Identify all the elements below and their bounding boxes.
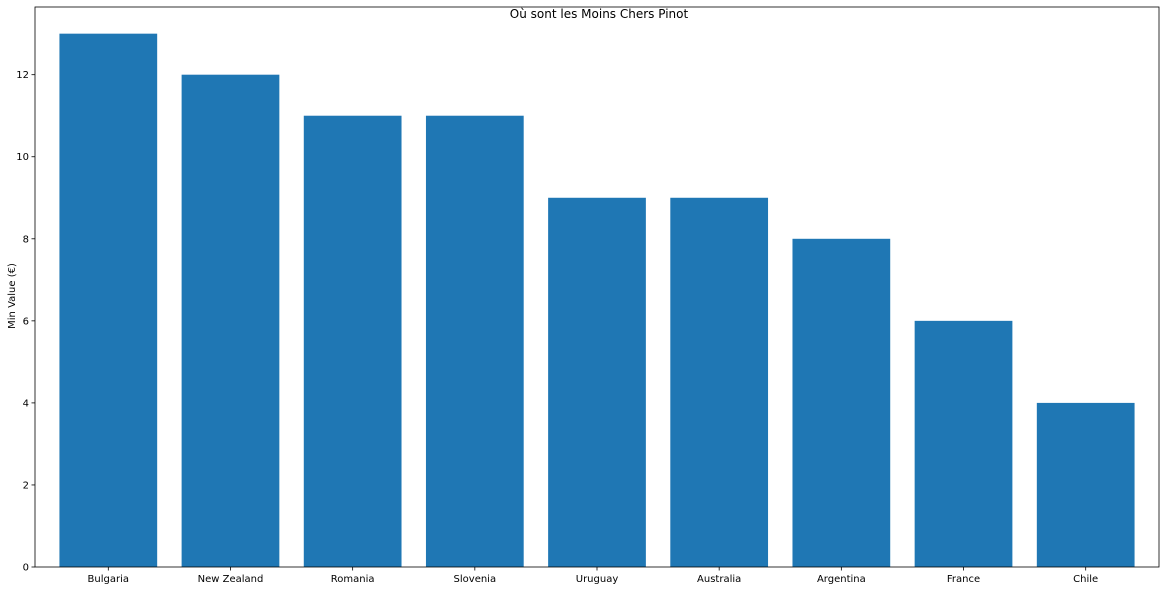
y-tick-label: 0 — [23, 563, 29, 574]
bar-slovenia — [425, 115, 524, 567]
plot-frame — [34, 6, 1160, 568]
y-tick-label: 12 — [16, 70, 29, 81]
y-tick-label: 10 — [16, 152, 29, 163]
chart-title: Où sont les Moins Chers Pinot — [510, 7, 689, 21]
bar-france — [914, 320, 1013, 567]
bar-romania — [303, 115, 402, 567]
y-ticks-group: 0 2 4 6 8 10 12 — [16, 70, 35, 574]
x-tick-label: Chile — [1073, 574, 1098, 585]
x-ticks-group: Bulgaria New Zealand Romania Slovenia Urugua… — [88, 567, 1098, 585]
y-tick-label: 2 — [23, 480, 29, 491]
bar-argentina — [792, 238, 891, 568]
x-tick-label: Romania — [331, 574, 375, 585]
bar-bulgaria — [59, 33, 158, 567]
y-tick-label: 8 — [23, 234, 29, 245]
x-tick-label: Bulgaria — [88, 574, 129, 585]
x-tick-label: Uruguay — [576, 574, 619, 585]
y-tick-label: 4 — [23, 398, 29, 409]
x-tick-label: Argentina — [817, 574, 866, 585]
y-tick-label: 6 — [23, 316, 29, 327]
x-tick-label: France — [947, 574, 980, 585]
bar-uruguay — [548, 197, 646, 567]
y-axis-label: Min Value (€) — [7, 263, 18, 329]
x-tick-label: Australia — [697, 574, 741, 585]
bars-group — [59, 33, 1135, 568]
x-tick-label: New Zealand — [198, 574, 264, 585]
bar-australia — [670, 197, 769, 567]
bar-chile — [1036, 402, 1135, 567]
x-tick-label: Slovenia — [454, 574, 497, 585]
bar-new-zealand — [181, 74, 280, 567]
